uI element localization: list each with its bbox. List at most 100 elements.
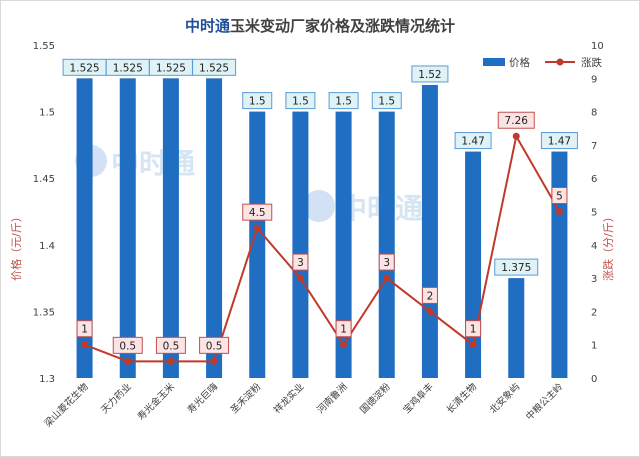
- line-label-box: [335, 320, 352, 338]
- line-point: [124, 357, 132, 365]
- y-axis-left-title: 价格（元/斤）: [9, 211, 23, 281]
- line-point: [426, 307, 434, 315]
- y-tick-label-left: 1.45: [33, 174, 55, 185]
- bar-label-box: [285, 92, 316, 110]
- line-label-box: [292, 253, 309, 271]
- legend-label-change: 涨跌: [581, 56, 602, 69]
- bar-label: 1.525: [199, 62, 229, 74]
- line-point: [512, 132, 520, 140]
- bar: [206, 78, 223, 379]
- line-label-box: [242, 203, 273, 221]
- bar-label: 1.47: [548, 136, 571, 148]
- bar-label-box: [411, 65, 449, 83]
- bar: [162, 78, 179, 379]
- line-label-box: [155, 336, 186, 354]
- watermark-logo-circle: [303, 190, 335, 222]
- category-label: 国德淀粉: [358, 380, 394, 416]
- line-label: 1: [340, 324, 347, 336]
- line-point: [210, 357, 218, 365]
- y-tick-label-right: 1: [591, 341, 597, 352]
- y-tick-label-right: 2: [591, 307, 597, 318]
- bar-label: 1.375: [501, 262, 531, 274]
- line-label: 1: [81, 324, 88, 336]
- y-tick-label-right: 3: [591, 274, 597, 285]
- line-label-box: [497, 111, 535, 129]
- category-label: 宝鸡阜丰: [401, 381, 436, 416]
- line-label: 3: [297, 257, 304, 269]
- line-label-box: [465, 320, 482, 338]
- category-label: 祥龙实业: [271, 381, 306, 416]
- bar-series: [76, 78, 568, 379]
- line-label: 0.5: [206, 340, 223, 352]
- bar-label-box: [494, 258, 539, 276]
- line-data-labels: 1 0.5 0.5 0.5 4.5 3 1 3 2 1 7.26 5: [76, 111, 568, 354]
- bar: [119, 78, 136, 379]
- y-tick-label-right: 10: [591, 41, 604, 52]
- bar-label-box: [454, 132, 492, 150]
- bar: [76, 78, 93, 379]
- line-point: [253, 224, 261, 232]
- line-point: [167, 357, 175, 365]
- bar: [292, 111, 309, 378]
- line-point: [383, 274, 391, 282]
- line-label: 7.26: [505, 115, 529, 127]
- y-axis-right: 0 1 2 3 4 5 6 7 8 9 10: [591, 41, 604, 385]
- y-tick-label-left: 1.5: [39, 108, 55, 119]
- bar-label-box: [540, 132, 578, 150]
- y-tick-label-left: 1.35: [33, 307, 55, 318]
- y-axis-right-title: 涨跌（分/斤）: [601, 211, 615, 281]
- bar-label: 1.5: [292, 96, 309, 108]
- legend-label-price: 价格: [509, 56, 530, 69]
- chart-title: 中时通玉米变动厂家价格及涨跌情况统计: [185, 17, 455, 35]
- y-tick-label-right: 7: [591, 141, 597, 152]
- bar-label: 1.5: [378, 96, 395, 108]
- y-tick-label-right: 5: [591, 208, 597, 219]
- y-tick-label-left: 1.3: [39, 374, 55, 385]
- line-label-box: [199, 336, 230, 354]
- bar-label-box: [192, 58, 237, 76]
- line-label: 0.5: [163, 340, 180, 352]
- line-point: [469, 341, 477, 349]
- bar-label: 1.5: [249, 96, 266, 108]
- bar-label-box: [371, 92, 402, 110]
- line-label: 0.5: [119, 340, 136, 352]
- x-axis-categories: 梁山菱花生物 天力药业 寿光金玉米 寿光巨嗨 圣禾淀粉 祥龙实业 河南鲁洲 国德淀粉 宝鸡阜丰长…: [42, 380, 566, 429]
- legend-swatch-price: [483, 58, 505, 66]
- bar-label-box: [242, 92, 273, 110]
- bar-label: 1.525: [70, 62, 100, 74]
- line-point: [81, 341, 89, 349]
- bar-label: 1.525: [156, 62, 186, 74]
- bar-label: 1.47: [461, 136, 484, 148]
- line-label-box: [551, 187, 568, 204]
- category-label: 寿光巨嗨: [185, 380, 221, 416]
- category-label: 天力药业: [99, 381, 134, 416]
- line-label-box: [112, 336, 143, 354]
- line-label: 5: [556, 191, 563, 203]
- category-label: 长清生物: [444, 380, 480, 416]
- y-tick-label-right: 0: [591, 374, 597, 385]
- line-label: 3: [383, 257, 390, 269]
- y-tick-label-right: 9: [591, 74, 597, 85]
- bar: [378, 111, 395, 378]
- y-tick-label-right: 8: [591, 108, 597, 119]
- bar-label: 1.525: [113, 62, 143, 74]
- line-label-box: [76, 320, 93, 338]
- y-axis-left: 1.3 1.35 1.4 1.45 1.5 1.55: [33, 41, 55, 385]
- chart-title-brand: 中时通: [185, 17, 230, 35]
- y-tick-label-right: 6: [591, 174, 597, 185]
- line-point: [296, 274, 304, 282]
- bar-label: 1.52: [418, 69, 441, 81]
- line-series: [81, 132, 563, 365]
- line-path: [84, 133, 561, 363]
- category-label: 河南鲁洲: [314, 381, 349, 416]
- bar: [508, 278, 525, 378]
- category-label: 北安象屿: [487, 381, 522, 416]
- bar-label: 1.5: [335, 96, 352, 108]
- bar: [421, 84, 438, 379]
- line-label-box: [421, 286, 438, 304]
- bar: [249, 111, 266, 378]
- bar: [551, 151, 568, 378]
- bar-label-box: [328, 92, 359, 110]
